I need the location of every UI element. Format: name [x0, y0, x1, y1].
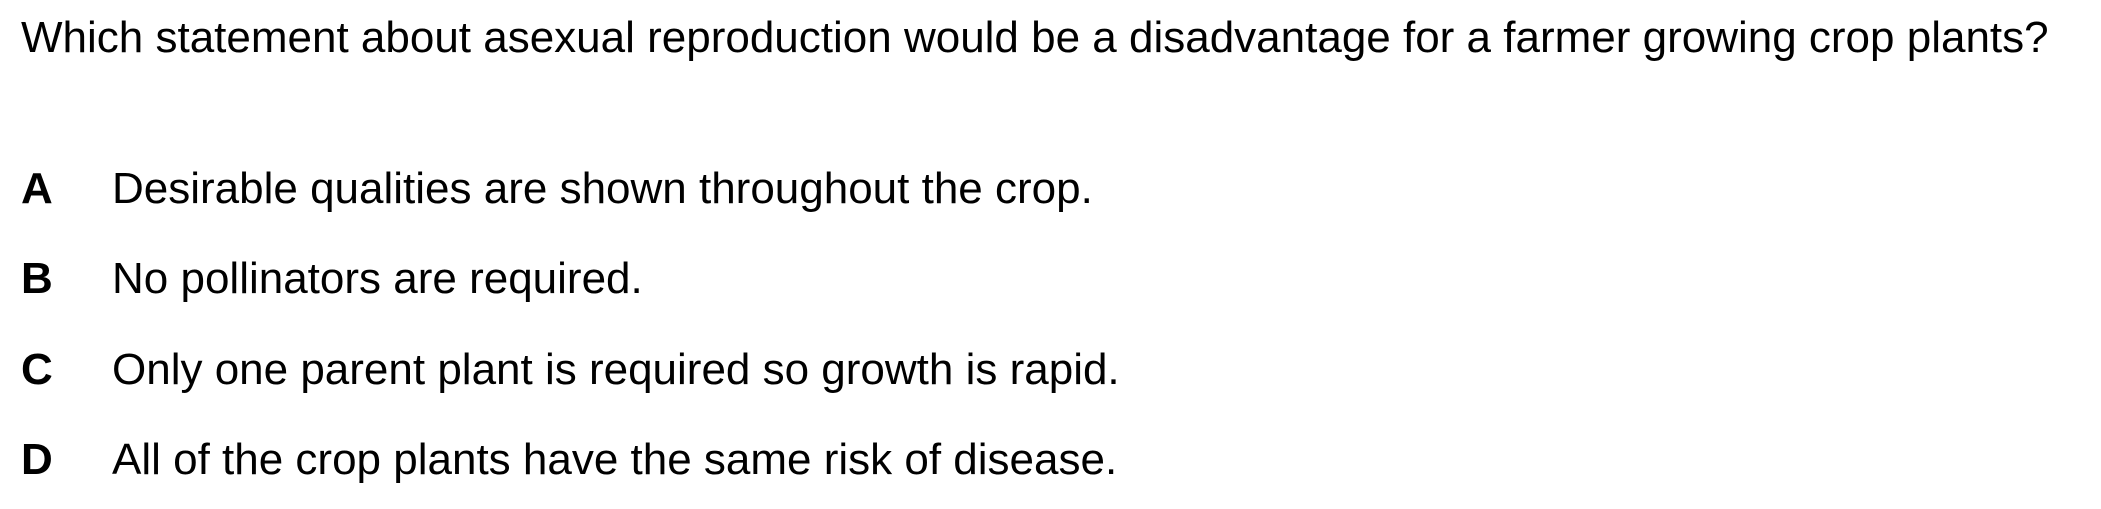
option-letter: A: [21, 164, 53, 213]
option-text: All of the crop plants have the same ris…: [112, 435, 1118, 484]
option-text: Desirable qualities are shown throughout…: [112, 164, 1093, 213]
question-text: Which statement about asexual reproducti…: [21, 13, 2049, 62]
option-letter: B: [21, 254, 53, 303]
option-text: No pollinators are required.: [112, 254, 643, 303]
option-text: Only one parent plant is required so gro…: [112, 345, 1120, 394]
option-letter: D: [21, 435, 53, 484]
option-letter: C: [21, 345, 53, 394]
